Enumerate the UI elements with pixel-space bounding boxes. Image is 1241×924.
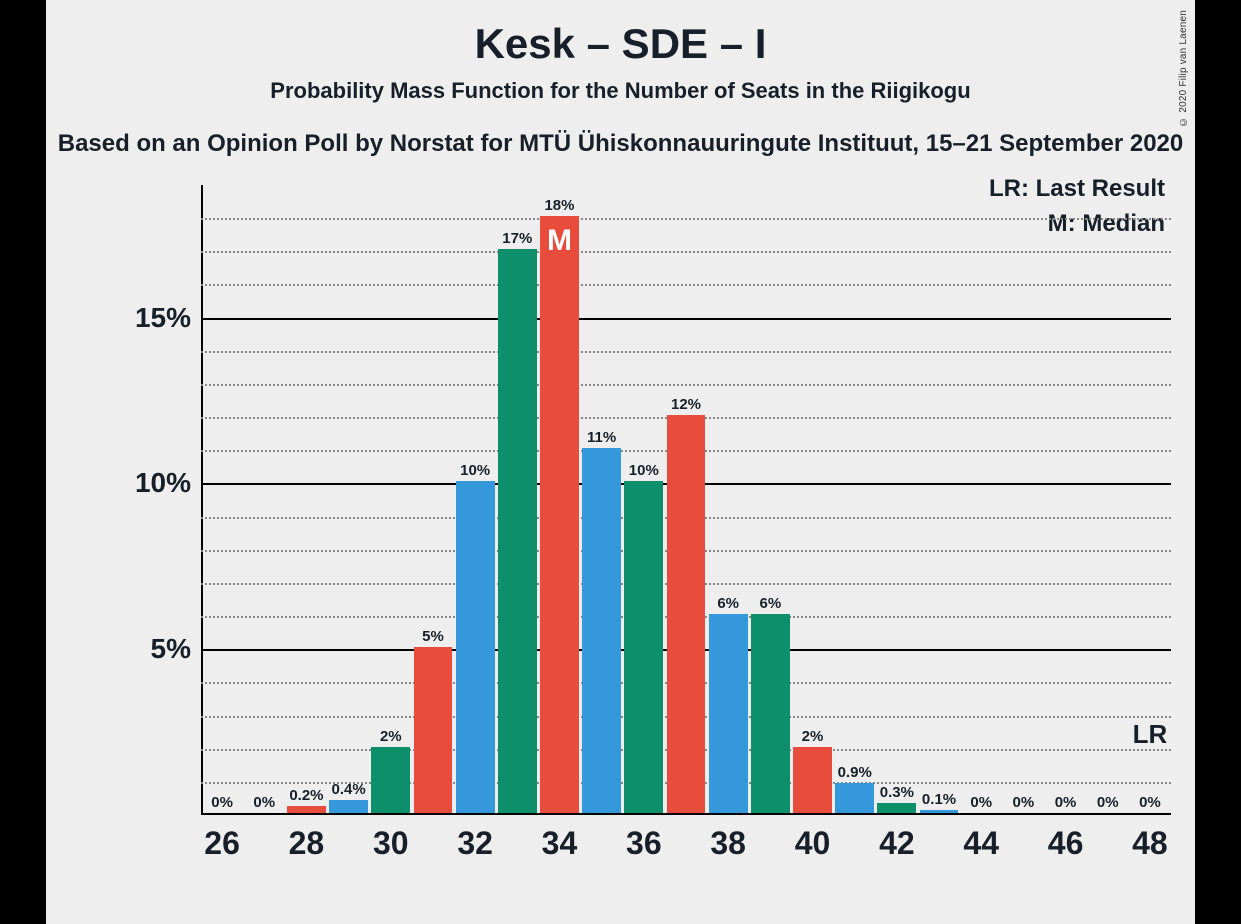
bar bbox=[329, 800, 368, 813]
bar bbox=[624, 481, 663, 813]
bar bbox=[920, 810, 959, 813]
bar-label: 17% bbox=[502, 230, 532, 247]
bar-label: 12% bbox=[671, 396, 701, 413]
grid-minor bbox=[201, 284, 1171, 286]
bar-label: 11% bbox=[587, 429, 616, 446]
bar-label: 0.2% bbox=[289, 787, 323, 804]
chart-source: Based on an Opinion Poll by Norstat for … bbox=[0, 130, 1241, 158]
bar-label: 0% bbox=[970, 794, 992, 811]
bar-label: 0% bbox=[1139, 794, 1161, 811]
bar bbox=[709, 614, 748, 813]
x-tick-label: 44 bbox=[963, 825, 999, 862]
bar-label: 18% bbox=[544, 197, 574, 214]
x-tick-label: 42 bbox=[879, 825, 915, 862]
bar bbox=[498, 249, 537, 813]
bar bbox=[751, 614, 790, 813]
bar bbox=[582, 448, 621, 813]
x-tick-label: 26 bbox=[204, 825, 240, 862]
y-tick-label: 15% bbox=[135, 302, 191, 334]
bar-label: 10% bbox=[460, 462, 490, 479]
bar-label: 10% bbox=[629, 462, 659, 479]
bar-label: 0.3% bbox=[880, 784, 914, 801]
bar-label: 0.1% bbox=[922, 791, 956, 808]
bar bbox=[287, 806, 326, 813]
y-axis bbox=[201, 185, 203, 815]
x-tick-label: 28 bbox=[289, 825, 325, 862]
x-tick-label: 32 bbox=[457, 825, 493, 862]
bar-label: 0% bbox=[211, 794, 233, 811]
chart-title: Kesk – SDE – I bbox=[46, 20, 1195, 68]
bar bbox=[793, 747, 832, 813]
grid-minor bbox=[201, 251, 1171, 253]
y-tick-label: 10% bbox=[135, 467, 191, 499]
bar bbox=[414, 647, 453, 813]
last-result-marker: LR bbox=[1133, 719, 1168, 750]
chart-canvas: © 2020 Filip van Laenen Kesk – SDE – I P… bbox=[46, 0, 1195, 924]
bar-label: 5% bbox=[422, 628, 444, 645]
bar-label: 6% bbox=[717, 595, 739, 612]
chart-subtitle: Probability Mass Function for the Number… bbox=[46, 78, 1195, 104]
bar-label: 2% bbox=[802, 728, 824, 745]
bar bbox=[835, 783, 874, 813]
x-tick-label: 30 bbox=[373, 825, 409, 862]
bar bbox=[877, 803, 916, 813]
x-tick-label: 40 bbox=[795, 825, 831, 862]
plot-area: 5%10%15%0%0%0.2%0.4%2%5%10%17%18%11%10%1… bbox=[201, 185, 1171, 815]
median-marker: M bbox=[547, 224, 572, 258]
bar bbox=[456, 481, 495, 813]
x-tick-label: 38 bbox=[710, 825, 746, 862]
x-tick-label: 46 bbox=[1048, 825, 1084, 862]
bar bbox=[540, 216, 579, 813]
bar-label: 0% bbox=[1013, 794, 1035, 811]
bar-label: 0.4% bbox=[331, 781, 365, 798]
bar-label: 0% bbox=[1055, 794, 1077, 811]
bar bbox=[371, 747, 410, 813]
bar-label: 0% bbox=[1097, 794, 1119, 811]
x-tick-label: 34 bbox=[542, 825, 578, 862]
bar bbox=[667, 415, 706, 813]
bar-label: 2% bbox=[380, 728, 402, 745]
y-tick-label: 5% bbox=[151, 633, 191, 665]
grid-minor bbox=[201, 384, 1171, 386]
grid-minor bbox=[201, 351, 1171, 353]
grid-major bbox=[201, 318, 1171, 320]
x-axis bbox=[201, 813, 1171, 815]
x-tick-label: 48 bbox=[1132, 825, 1168, 862]
bar-label: 0.9% bbox=[838, 764, 872, 781]
x-tick-label: 36 bbox=[626, 825, 662, 862]
bar-label: 0% bbox=[253, 794, 275, 811]
bar-label: 6% bbox=[760, 595, 782, 612]
grid-minor bbox=[201, 218, 1171, 220]
